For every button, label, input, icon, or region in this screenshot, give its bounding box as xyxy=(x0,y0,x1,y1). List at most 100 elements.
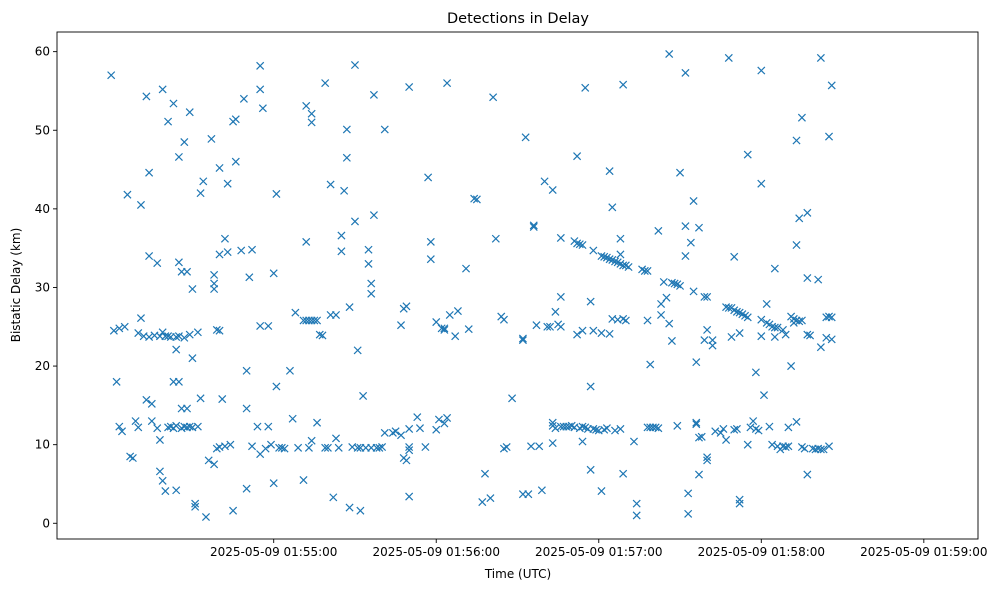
data-point xyxy=(548,185,557,195)
data-point xyxy=(261,444,270,453)
data-point xyxy=(556,233,565,242)
data-point xyxy=(226,440,235,449)
data-point xyxy=(142,395,151,404)
x-tick-label: 2025-05-09 01:55:00 xyxy=(210,545,337,559)
data-point xyxy=(556,322,565,331)
data-point xyxy=(578,326,587,335)
data-point xyxy=(719,424,728,433)
data-point xyxy=(654,226,663,235)
data-point xyxy=(128,454,137,463)
data-point xyxy=(803,330,812,339)
data-point xyxy=(508,394,517,403)
data-point xyxy=(199,177,208,186)
data-point xyxy=(421,443,430,452)
data-point xyxy=(489,93,498,102)
data-point xyxy=(619,469,628,478)
data-point xyxy=(670,279,679,288)
data-point xyxy=(619,261,628,270)
data-point xyxy=(806,331,815,340)
y-tick-label: 30 xyxy=(35,280,50,294)
data-point xyxy=(684,509,693,518)
data-point xyxy=(773,323,782,332)
data-point xyxy=(518,336,527,345)
data-point xyxy=(256,61,265,70)
data-point xyxy=(443,413,452,422)
data-point xyxy=(586,382,595,391)
data-point xyxy=(307,109,316,118)
data-point xyxy=(353,443,362,452)
data-point xyxy=(600,252,609,261)
x-axis-ticks: 2025-05-09 01:55:00 2025-05-09 01:56:00 20… xyxy=(210,539,988,559)
data-point xyxy=(700,336,709,345)
data-point xyxy=(364,245,373,254)
data-point xyxy=(302,101,311,110)
data-point xyxy=(158,476,167,485)
data-point xyxy=(770,332,779,342)
data-point xyxy=(172,486,181,495)
data-point xyxy=(464,325,473,334)
data-point xyxy=(480,469,490,478)
data-point xyxy=(692,420,701,429)
data-point xyxy=(229,506,238,515)
data-point xyxy=(364,259,373,268)
data-point xyxy=(792,417,801,426)
data-point xyxy=(694,433,704,442)
y-tick-label: 60 xyxy=(35,45,50,59)
data-point xyxy=(188,285,197,294)
data-point xyxy=(803,208,812,217)
data-point xyxy=(396,321,406,330)
data-point xyxy=(640,266,649,275)
data-point xyxy=(730,425,739,434)
data-point xyxy=(491,234,500,243)
data-point xyxy=(757,332,766,341)
data-point xyxy=(686,238,695,247)
data-point xyxy=(716,428,725,437)
data-point xyxy=(597,251,606,261)
data-point xyxy=(291,308,300,317)
data-point xyxy=(502,443,511,452)
data-point xyxy=(784,442,793,451)
data-point xyxy=(545,322,555,331)
data-point xyxy=(215,250,224,259)
data-point xyxy=(616,234,625,243)
data-point xyxy=(134,329,143,338)
x-tick-label: 2025-05-09 01:57:00 xyxy=(535,545,662,559)
data-point xyxy=(245,273,254,282)
data-point xyxy=(730,252,739,261)
data-point xyxy=(732,424,741,433)
data-point xyxy=(313,418,322,427)
data-point xyxy=(258,104,267,113)
data-point xyxy=(396,431,406,440)
data-point xyxy=(215,163,224,173)
data-point xyxy=(762,299,771,308)
data-point xyxy=(136,200,145,209)
data-point xyxy=(413,413,422,422)
data-point xyxy=(359,391,368,400)
data-point xyxy=(792,136,801,145)
data-point xyxy=(610,426,620,435)
data-point xyxy=(112,377,121,386)
data-point xyxy=(451,332,460,341)
data-point xyxy=(676,281,685,290)
data-point xyxy=(827,335,836,344)
data-point xyxy=(819,445,828,454)
data-point xyxy=(535,442,544,451)
data-point xyxy=(161,487,170,496)
data-point xyxy=(174,377,183,386)
data-point xyxy=(662,293,671,302)
data-point xyxy=(248,245,257,254)
data-point xyxy=(803,470,812,479)
data-point xyxy=(445,310,454,320)
data-point xyxy=(299,476,308,485)
data-point xyxy=(659,277,668,286)
data-point xyxy=(196,189,205,198)
data-point xyxy=(315,330,324,339)
data-point xyxy=(424,173,433,182)
data-point xyxy=(770,323,779,332)
data-point xyxy=(689,196,698,206)
data-point xyxy=(548,439,557,448)
data-point xyxy=(608,203,617,212)
data-point xyxy=(616,250,625,259)
x-axis-label: Time (UTC) xyxy=(484,567,551,581)
data-point xyxy=(164,117,173,126)
